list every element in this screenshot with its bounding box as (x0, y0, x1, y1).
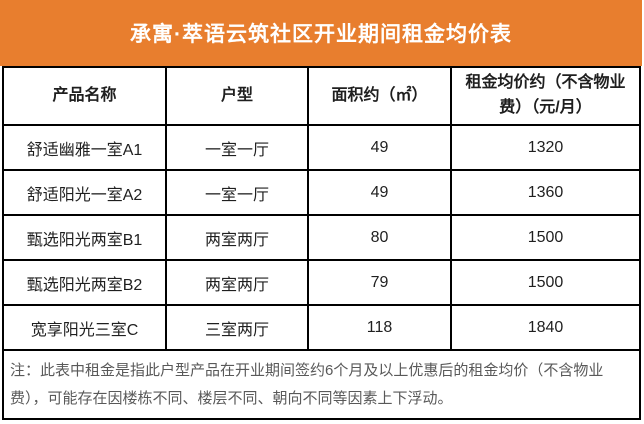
cell-layout: 三室两厅 (165, 304, 309, 351)
cell-layout: 一室一厅 (165, 169, 309, 216)
column-header-rent: 租金均价约（不含物业费）（元/月） (450, 66, 641, 126)
table-header-row: 产品名称 户型 面积约（㎡） 租金均价约（不含物业费）（元/月） (2, 66, 641, 126)
table-row: 舒适阳光一室A2 一室一厅 49 1360 (2, 169, 641, 216)
note-row: 注：此表中租金是指此户型产品在开业期间签约6个月及以上优惠后的租金均价（不含物业… (2, 349, 641, 420)
cell-rent: 1840 (450, 304, 641, 351)
title-banner: 承寓·萃语云筑社区开业期间租金均价表 (0, 0, 642, 66)
page-title: 承寓·萃语云筑社区开业期间租金均价表 (130, 23, 512, 46)
cell-layout: 两室两厅 (165, 214, 309, 261)
column-header-area: 面积约（㎡） (307, 66, 452, 126)
cell-area: 80 (307, 214, 452, 261)
cell-product: 舒适幽雅一室A1 (2, 124, 167, 171)
table-row: 甄选阳光两室B2 两室两厅 79 1500 (2, 259, 641, 306)
cell-layout: 两室两厅 (165, 259, 309, 306)
cell-area: 79 (307, 259, 452, 306)
column-header-layout: 户型 (165, 66, 309, 126)
cell-area: 49 (307, 124, 452, 171)
cell-area: 49 (307, 169, 452, 216)
table-row: 舒适幽雅一室A1 一室一厅 49 1320 (2, 124, 641, 171)
cell-rent: 1320 (450, 124, 641, 171)
cell-rent: 1500 (450, 214, 641, 261)
table-footnote: 注：此表中租金是指此户型产品在开业期间签约6个月及以上优惠后的租金均价（不含物业… (2, 349, 641, 420)
cell-rent: 1360 (450, 169, 641, 216)
cell-product: 宽享阳光三室C (2, 304, 167, 351)
cell-product: 舒适阳光一室A2 (2, 169, 167, 216)
rent-table: 产品名称 户型 面积约（㎡） 租金均价约（不含物业费）（元/月） 舒适幽雅一室A… (2, 66, 641, 420)
cell-product: 甄选阳光两室B2 (2, 259, 167, 306)
table-row: 甄选阳光两室B1 两室两厅 80 1500 (2, 214, 641, 261)
cell-product: 甄选阳光两室B1 (2, 214, 167, 261)
cell-rent: 1500 (450, 259, 641, 306)
cell-layout: 一室一厅 (165, 124, 309, 171)
cell-area: 118 (307, 304, 452, 351)
column-header-product: 产品名称 (2, 66, 167, 126)
table-row: 宽享阳光三室C 三室两厅 118 1840 (2, 304, 641, 351)
